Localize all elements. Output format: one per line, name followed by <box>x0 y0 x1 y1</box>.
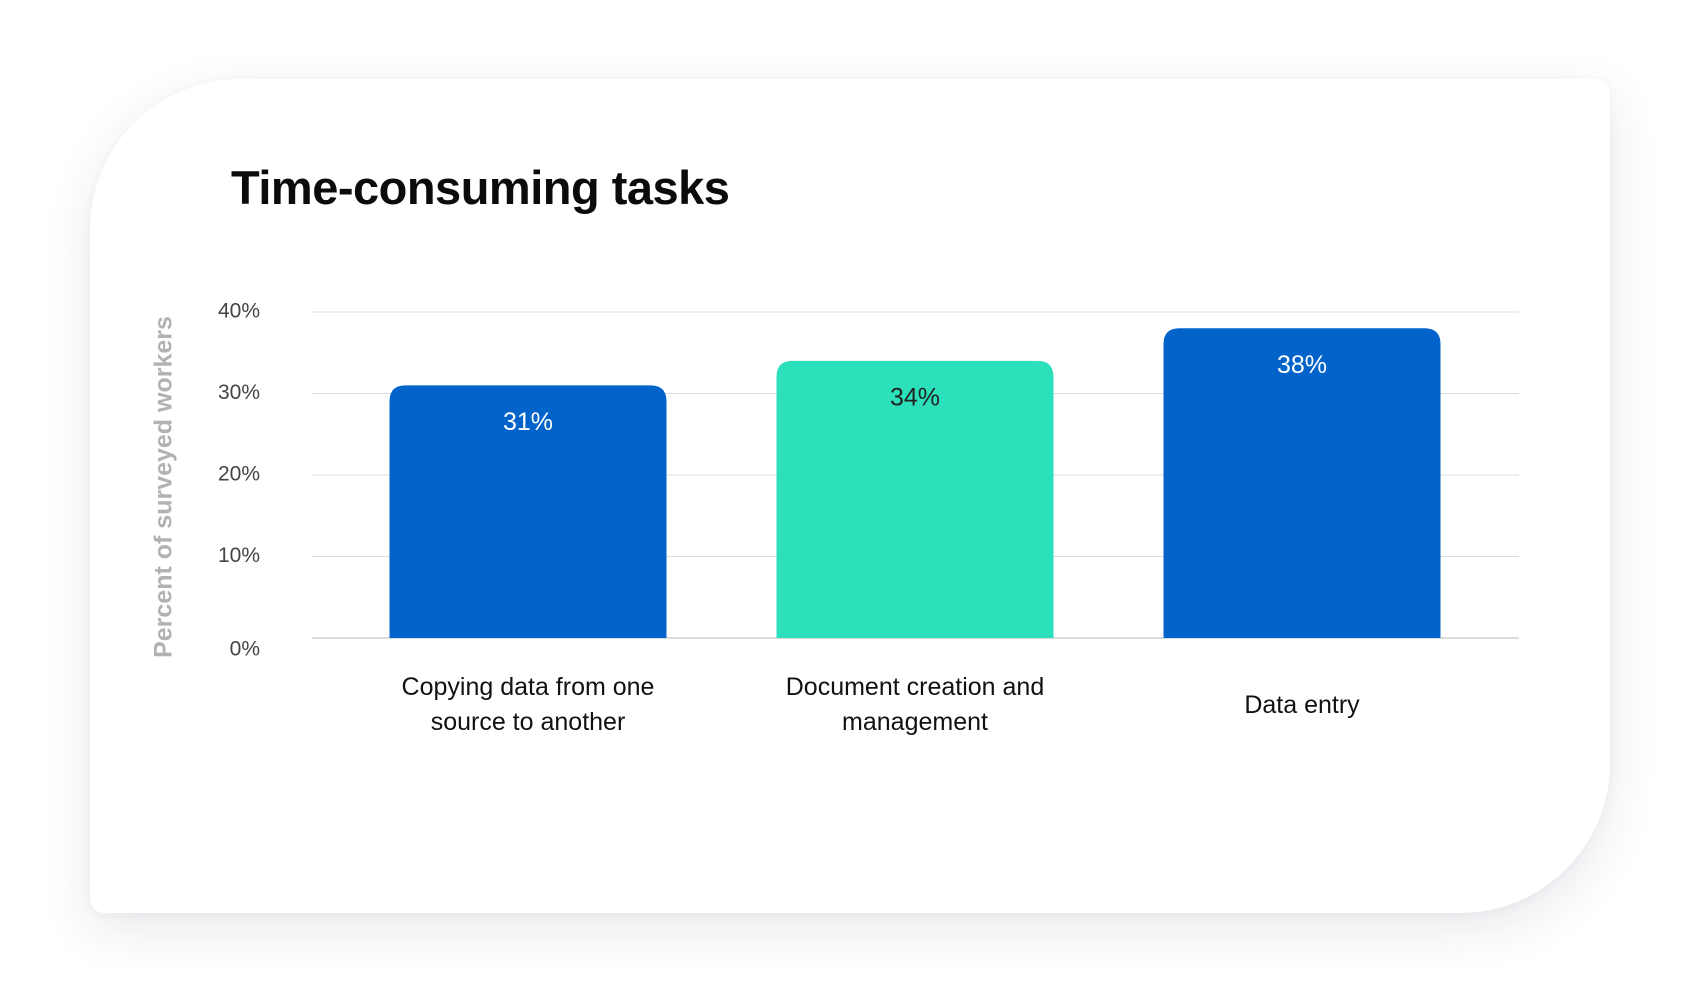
bar-1 <box>389 385 667 638</box>
x-category-label: Copying data from one source to another <box>401 673 655 736</box>
bar-3 <box>1163 328 1441 638</box>
bars <box>389 328 1441 638</box>
bar-value-label: 34% <box>890 384 940 412</box>
bar-value-label: 38% <box>1277 351 1327 379</box>
y-tick-label: 0% <box>230 638 260 661</box>
y-axis-ticks: 0% 10% 20% 30% 40% <box>218 300 260 661</box>
y-tick-label: 30% <box>218 381 260 404</box>
y-tick-label: 10% <box>218 544 260 567</box>
x-category-label: Data entry <box>1244 690 1360 719</box>
chart-title: Time-consuming tasks <box>231 161 730 214</box>
bar-2 <box>776 360 1054 638</box>
x-category-label: Document creation and management <box>785 673 1045 736</box>
y-tick-label: 40% <box>218 300 260 323</box>
value-labels: 31% 34% 38% <box>503 351 1327 436</box>
y-tick-label: 20% <box>218 463 260 486</box>
bar-value-label: 31% <box>503 408 553 436</box>
